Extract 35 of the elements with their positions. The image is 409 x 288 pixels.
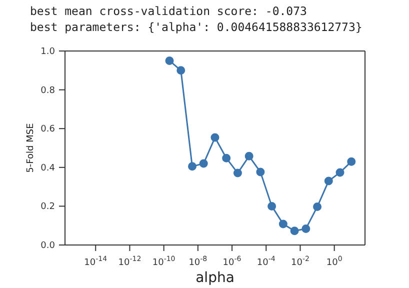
x-tick-label: 10$^{-12}$	[118, 255, 142, 268]
point	[324, 176, 333, 186]
y-tick-label: 0.2	[40, 202, 55, 212]
x-tick-label: 10$^{-4}$	[256, 255, 276, 268]
point	[256, 168, 265, 176]
x-tick-label: 10$^{-8}$	[188, 255, 208, 268]
point	[278, 220, 288, 228]
point	[210, 133, 220, 142]
x-tick-label: 10$^{-6}$	[222, 255, 242, 268]
point	[302, 224, 310, 233]
point	[165, 56, 174, 65]
x-tick-label: 10$^{-10}$	[152, 255, 176, 268]
y-tick-label: 0.0	[40, 241, 56, 251]
x-tick-label: 10$^{0}$	[326, 255, 342, 268]
y-tick-label: 0.8	[40, 86, 56, 96]
chart-title: best mean cross-validation score: -0.073	[30, 3, 308, 19]
point	[336, 168, 344, 177]
y-axis-title: 5-Fold MSE	[26, 122, 36, 173]
point	[233, 168, 242, 178]
point	[313, 202, 322, 212]
y-tick-label: 1.0	[40, 47, 56, 57]
y-tick-label: 0.4	[40, 163, 56, 174]
point	[188, 162, 196, 171]
x-tick-label: 10$^{-2}$	[291, 255, 310, 268]
point	[268, 202, 276, 210]
point	[199, 159, 208, 168]
point	[290, 226, 299, 236]
chart-subtitle: best parameters: {'alpha': 0.004641588833612773}	[30, 19, 362, 35]
y-tick-label: 0.6	[40, 124, 56, 135]
x-axis-title: alpha	[196, 270, 234, 286]
point	[347, 157, 356, 166]
x-tick-label: 10$^{-14}$	[84, 255, 108, 268]
point	[244, 152, 254, 160]
point	[222, 154, 231, 162]
point	[176, 66, 186, 75]
